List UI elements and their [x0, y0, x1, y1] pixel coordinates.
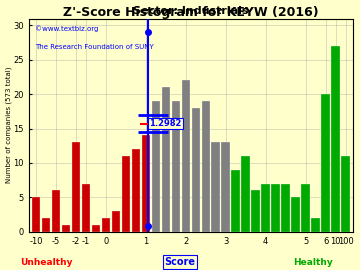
Text: 1.2982: 1.2982 — [149, 119, 182, 128]
Bar — [192, 108, 200, 232]
Bar — [242, 156, 250, 232]
Bar — [72, 142, 80, 232]
Bar — [122, 156, 130, 232]
Bar — [131, 149, 140, 232]
Bar — [51, 190, 60, 232]
Bar — [282, 184, 290, 232]
Bar — [291, 197, 300, 232]
Bar — [331, 46, 340, 232]
Bar — [321, 94, 330, 232]
Bar — [42, 218, 50, 232]
Bar — [102, 218, 110, 232]
Bar — [221, 142, 230, 232]
Text: Healthy: Healthy — [293, 258, 333, 267]
Bar — [91, 225, 100, 232]
Bar — [211, 142, 220, 232]
Bar — [62, 225, 70, 232]
Bar — [231, 170, 240, 232]
Bar — [202, 101, 210, 232]
Bar — [82, 184, 90, 232]
Bar — [152, 101, 160, 232]
Text: ©www.textbiz.org: ©www.textbiz.org — [35, 25, 99, 32]
Bar — [341, 156, 350, 232]
Bar — [181, 80, 190, 232]
Text: Sector: Industrials: Sector: Industrials — [133, 6, 248, 16]
Bar — [271, 184, 280, 232]
Text: Unhealthy: Unhealthy — [21, 258, 73, 267]
Bar — [251, 190, 260, 232]
Bar — [32, 197, 40, 232]
Bar — [162, 87, 170, 232]
Bar — [311, 218, 320, 232]
Y-axis label: Number of companies (573 total): Number of companies (573 total) — [5, 67, 12, 183]
Text: Score: Score — [165, 257, 195, 267]
Title: Z'-Score Histogram for KEYW (2016): Z'-Score Histogram for KEYW (2016) — [63, 6, 319, 19]
Bar — [141, 136, 150, 232]
Bar — [261, 184, 270, 232]
Text: The Research Foundation of SUNY: The Research Foundation of SUNY — [35, 44, 154, 50]
Bar — [171, 101, 180, 232]
Bar — [112, 211, 120, 232]
Bar — [301, 184, 310, 232]
